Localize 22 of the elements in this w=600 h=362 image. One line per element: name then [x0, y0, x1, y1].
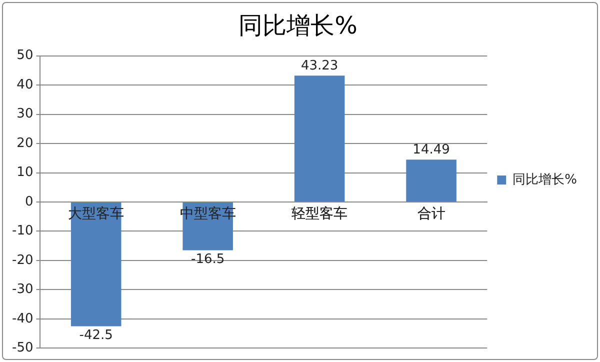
data-label: 43.23: [300, 58, 338, 74]
y-tick-label: -40: [12, 311, 34, 326]
x-tick-label: 合计: [417, 206, 446, 222]
y-tick-label: 50: [16, 48, 34, 64]
bar: [70, 202, 122, 326]
y-tick-label: 40: [16, 77, 34, 92]
bar: [406, 160, 456, 202]
y-tick-label: -20: [12, 252, 34, 268]
data-label: 14.49: [412, 142, 450, 158]
y-tick-label: -30: [12, 282, 34, 298]
data-label: -42.5: [79, 328, 113, 344]
chart-title: 同比增长%: [238, 12, 358, 40]
y-tick-label: 0: [24, 194, 34, 210]
y-tick-label: 10: [16, 165, 34, 180]
y-tick-label: -10: [12, 224, 34, 239]
y-tick-label: -50: [12, 340, 34, 356]
legend-label: 同比增长%: [512, 172, 578, 188]
data-label: -16.5: [191, 252, 225, 268]
x-tick-label: 轻型客车: [292, 206, 348, 222]
y-tick-label: 20: [16, 136, 34, 151]
bar: [294, 76, 345, 202]
y-tick-label: 30: [16, 106, 34, 122]
